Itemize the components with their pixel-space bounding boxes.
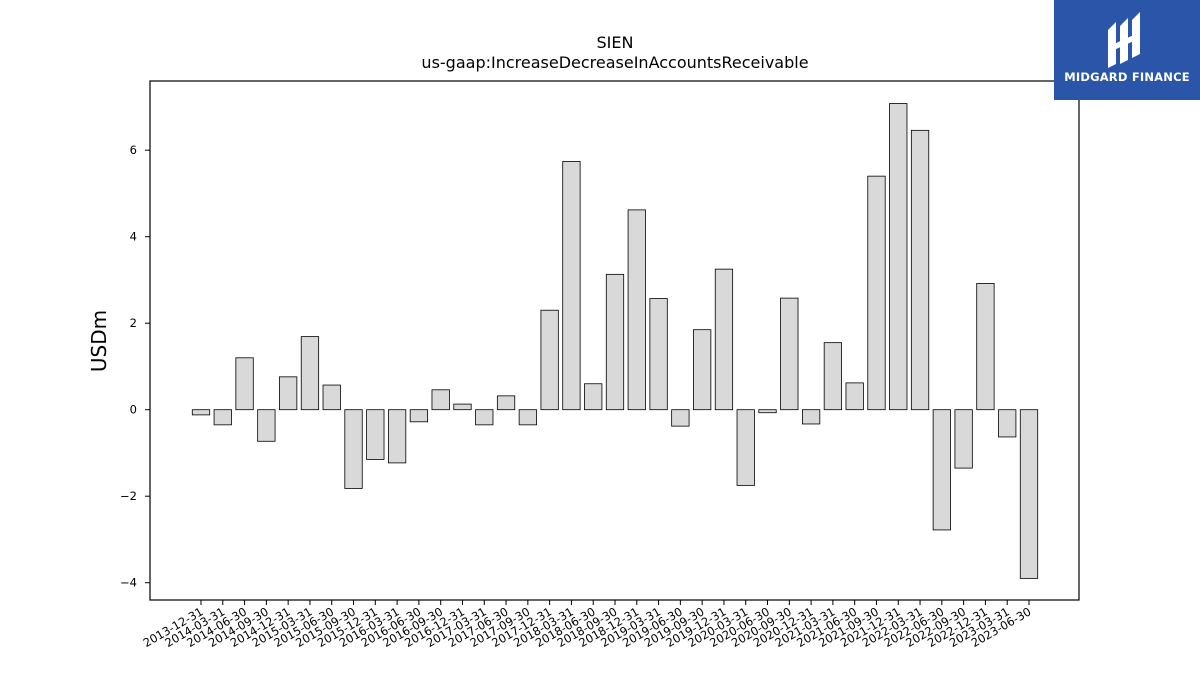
y-tick-label: 4 (130, 230, 137, 244)
y-tick-label: −4 (120, 576, 137, 590)
chart-subtitle: us-gaap:IncreaseDecreaseInAccountsReceiv… (421, 53, 808, 72)
midgard-logo-icon (1108, 12, 1140, 68)
bar (780, 297, 799, 411)
bar (584, 383, 603, 411)
bar (889, 103, 908, 411)
ticks-layer: 2013-12-312014-03-312014-06-302014-09-30… (120, 143, 1033, 650)
bar (605, 273, 625, 411)
bar (845, 382, 864, 411)
brand-logo: MIDGARD FINANCE (1054, 0, 1200, 100)
bar (693, 329, 712, 411)
bar (540, 309, 559, 411)
y-axis-label: USDm (87, 310, 111, 372)
bar (518, 409, 537, 426)
bar (213, 409, 232, 426)
bar (300, 336, 320, 411)
bar (823, 342, 843, 411)
y-tick-label: 2 (130, 316, 137, 330)
bar (627, 209, 646, 411)
bar (932, 409, 951, 531)
bar (910, 129, 930, 411)
bar (736, 409, 755, 486)
bar (453, 403, 472, 411)
bar (496, 395, 516, 411)
plot-frame (149, 80, 1080, 601)
brand-name: MIDGARD FINANCE (1064, 70, 1190, 84)
bar (387, 409, 407, 464)
bar (649, 298, 668, 411)
bar (1019, 409, 1039, 579)
bars-layer (191, 103, 1039, 579)
y-tick-label: 0 (130, 403, 137, 417)
bar (954, 409, 973, 469)
bar (801, 409, 821, 425)
bar (322, 384, 341, 411)
bar (191, 409, 211, 416)
bar (279, 376, 298, 411)
bar (344, 409, 363, 489)
bar (475, 409, 494, 426)
bar (671, 409, 690, 427)
bar (714, 268, 734, 411)
bar (976, 283, 995, 411)
bar (562, 161, 581, 411)
bar (235, 357, 254, 411)
y-tick-label: −2 (120, 489, 137, 503)
bar (409, 409, 429, 423)
y-tick-label: 6 (130, 143, 137, 157)
bar (867, 175, 886, 411)
bar (998, 409, 1017, 438)
bar (366, 409, 385, 460)
bar (257, 409, 276, 442)
chart-title: SIEN (597, 33, 634, 52)
bar (758, 409, 777, 414)
bar (431, 389, 450, 411)
